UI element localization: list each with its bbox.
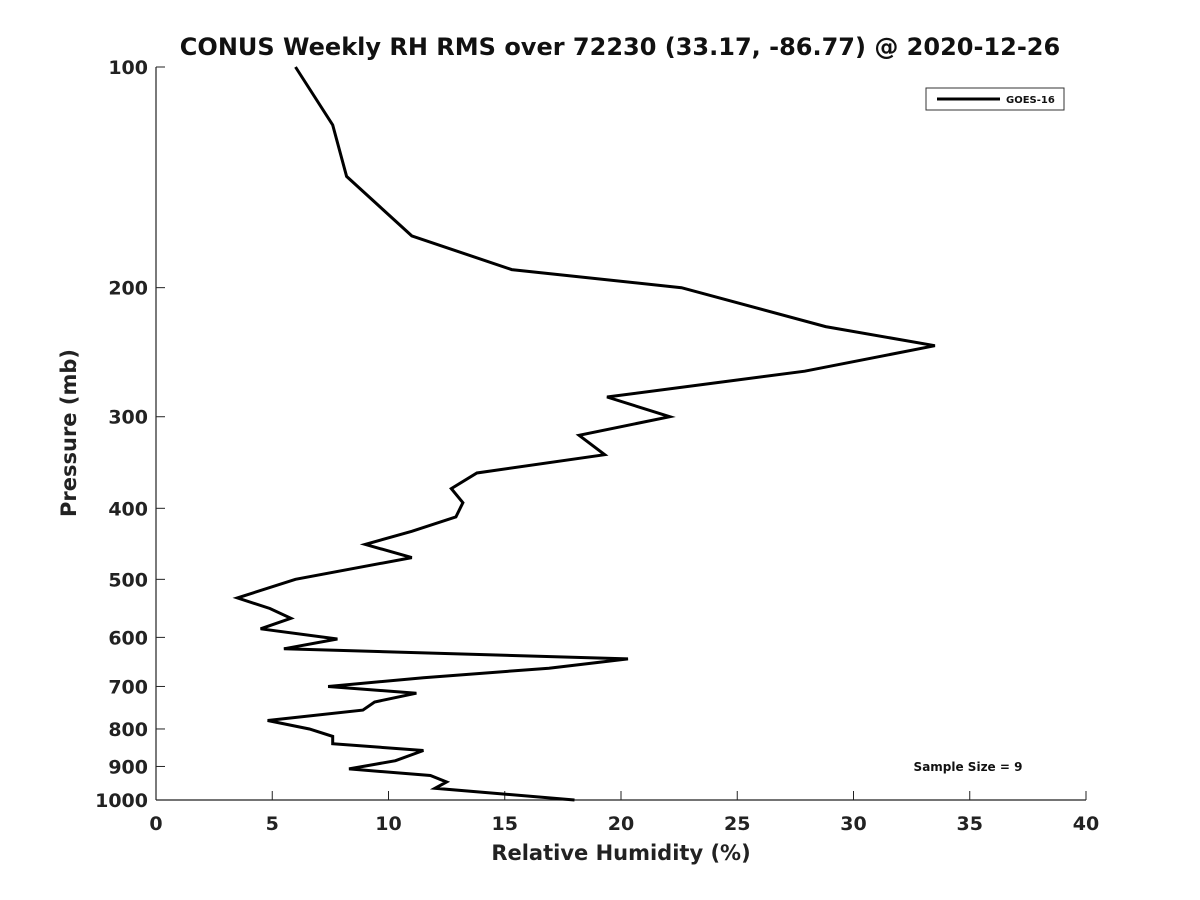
x-tick-label: 5	[266, 813, 279, 835]
series-layer	[232, 66, 936, 802]
y-tick-label: 400	[108, 498, 148, 520]
y-tick-label: 200	[108, 278, 148, 300]
x-tick-label: 35	[957, 813, 983, 835]
plot-area	[155, 67, 1086, 801]
chart-title: CONUS Weekly RH RMS over 72230 (33.17, -…	[180, 33, 1060, 61]
x-tick-label: 30	[840, 813, 866, 835]
x-tick-label: 40	[1073, 813, 1099, 835]
y-axis-ticks: 100 200 300 400 500 600 700 800 900 1000	[95, 57, 165, 812]
y-tick-label: 500	[108, 569, 148, 591]
series-line-goes-16	[232, 66, 936, 802]
y-tick-label: 300	[108, 407, 148, 429]
x-tick-label: 20	[608, 813, 634, 835]
legend: GOES-16	[925, 87, 1065, 111]
sample-size-annotation: Sample Size = 9	[914, 760, 1023, 774]
y-tick-label: 1000	[95, 790, 148, 812]
x-axis-label: Relative Humidity (%)	[491, 841, 750, 865]
y-tick-label: 700	[108, 676, 148, 698]
y-axis-label: Pressure (mb)	[57, 349, 81, 517]
x-tick-label: 10	[375, 813, 401, 835]
x-tick-label: 0	[149, 813, 162, 835]
y-tick-label: 600	[108, 627, 148, 649]
x-tick-label: 15	[492, 813, 518, 835]
x-axis-ticks: 0 5 10 15 20 25 30 35 40	[149, 791, 1099, 835]
y-tick-label: 800	[108, 719, 148, 741]
y-tick-label: 900	[108, 756, 148, 778]
y-tick-label: 100	[108, 57, 148, 79]
x-tick-label: 25	[724, 813, 750, 835]
legend-label-goes-16: GOES-16	[1006, 95, 1055, 106]
